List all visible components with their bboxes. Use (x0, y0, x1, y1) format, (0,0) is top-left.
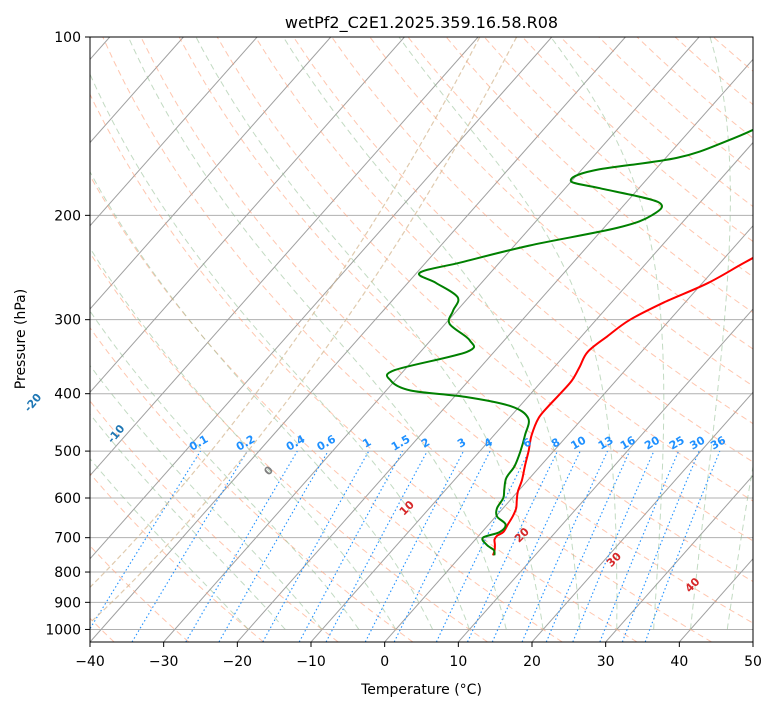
mixing-ratio-line-13 (521, 450, 609, 642)
moist-adiabat--15 (90, 413, 286, 630)
y-tick-label: 1000 (45, 622, 81, 638)
isotherm--60 (90, 37, 479, 477)
plot-frame (89, 36, 754, 643)
isotherm--40 (90, 37, 626, 642)
dry-adiabat-80 (254, 37, 753, 502)
mixing-ratio-line-0.2 (131, 450, 248, 642)
moist-adiabat--20 (90, 457, 249, 630)
chart-title: wetPf2_C2E1.2025.359.16.58.R08 (285, 13, 558, 33)
moist-adiabat-45 (726, 463, 753, 630)
y-axis: 100 200 300 400 500 600 700 800 900 1000 (45, 30, 90, 638)
mixing-ratio-line-30 (621, 450, 700, 642)
moist-adiabat-25 (282, 37, 581, 630)
moist-adiabat-15 (127, 37, 507, 630)
plot-area (90, 37, 753, 642)
ccl-guide-line-0 (90, 37, 518, 624)
x-tick-label: 50 (744, 654, 762, 670)
mixing-ratio-line-36 (644, 450, 721, 642)
x-tick-label: 30 (597, 654, 615, 670)
y-tick-label: 900 (54, 595, 81, 611)
isotherm--80 (90, 37, 332, 310)
moist-adiabat-20 (195, 37, 544, 630)
x-tick-label: 40 (670, 654, 688, 670)
moist-adiabat-10 (90, 73, 470, 630)
y-tick-label: 300 (54, 313, 81, 329)
y-tick-label: 200 (54, 208, 81, 224)
x-tick-label: −10 (296, 654, 326, 670)
y-axis-label: Pressure (hPa) (13, 289, 29, 389)
dry-adiabat-90 (293, 37, 753, 463)
isotherm-20 (531, 391, 753, 642)
isotherm--50 (90, 37, 553, 560)
dry-adiabat-20 (90, 174, 563, 642)
dry-adiabat-120 (407, 37, 753, 350)
y-tick-label: 500 (54, 444, 81, 460)
x-tick-label: −30 (149, 654, 179, 670)
isotherm-0 (384, 225, 753, 642)
dry-adiabat-50 (140, 37, 753, 624)
mixing-ratio-line-4 (393, 450, 491, 642)
x-tick-label: 10 (449, 654, 467, 670)
dry-adiabat--10 (90, 400, 339, 642)
x-tick-label: −40 (75, 654, 105, 670)
isotherm--70 (90, 37, 405, 394)
ccl-guide-line-1 (90, 37, 481, 589)
dry-adiabat-100 (331, 37, 753, 425)
dry-adiabat-40 (102, 37, 712, 642)
y-tick-label: 100 (54, 30, 81, 46)
x-tick-label: 20 (523, 654, 541, 670)
isotherm-30 (605, 474, 753, 642)
isotherm--100 (90, 37, 184, 144)
dry-adiabat-30 (90, 93, 638, 642)
x-axis-label: Temperature (°C) (360, 682, 482, 698)
moist-adiabat-0 (90, 247, 397, 630)
dry-adiabat-60 (178, 37, 753, 583)
y-tick-label: 400 (54, 387, 81, 403)
dewpoint-profile-line (385, 128, 753, 556)
moist-adiabat-30 (398, 37, 618, 630)
mixing-ratio-line-25 (599, 450, 680, 642)
dry-adiabat--30 (90, 545, 190, 642)
isotherm--20 (236, 58, 753, 642)
mixing-ratio-line-1.5 (298, 450, 403, 642)
isotherm--30 (163, 37, 700, 642)
mixing-ratio-line-16 (545, 450, 631, 642)
isotherm-10 (457, 308, 753, 642)
moist-adiabat-35 (550, 37, 665, 630)
mixing-ratio-line-20 (572, 450, 655, 642)
y-tick-label: 800 (54, 565, 81, 581)
isotherm--90 (90, 37, 258, 227)
dry-adiabat-10 (90, 252, 488, 642)
dry-adiabat-110 (369, 37, 753, 387)
moist-adiabat--5 (90, 310, 360, 630)
y-tick-label: 600 (54, 491, 81, 507)
x-tick-label: −20 (223, 654, 253, 670)
x-axis: −40 −30 −20 −10 0 10 20 30 40 50 (75, 642, 762, 670)
moist-adiabat-40 (689, 37, 731, 630)
moist-adiabat--10 (90, 364, 323, 630)
mixing-ratio-line-2 (325, 450, 428, 642)
y-tick-label: 700 (54, 531, 81, 547)
dry-adiabat-70 (216, 37, 753, 542)
x-tick-label: 0 (380, 654, 389, 670)
moist-adiabat-5 (90, 170, 434, 630)
dry-adiabat--20 (90, 472, 264, 642)
temperature-profile-line (492, 256, 753, 556)
mixing-ratio-line-1 (262, 450, 370, 642)
dry-adiabat-0 (90, 326, 414, 642)
